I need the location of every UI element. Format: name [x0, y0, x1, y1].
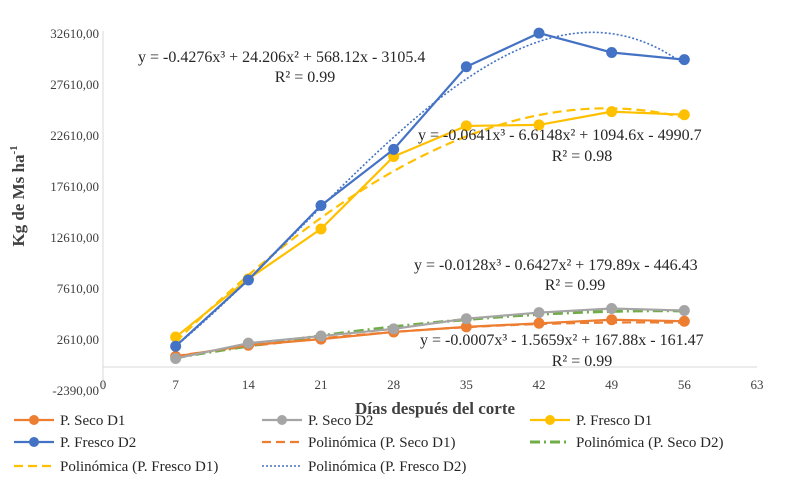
y-tick-label: 32610,00 — [50, 26, 99, 41]
x-tick-label: 35 — [460, 377, 473, 392]
legend-label: Polinómica (P. Fresco D1) — [60, 459, 218, 475]
trend-r-squared: R² = 0.99 — [552, 353, 613, 370]
data-point — [315, 223, 327, 235]
y-tick-label: -2390,00 — [52, 383, 99, 398]
chart-annotations: y = -0.4276x³ + 24.206x² + 568.12x - 310… — [138, 49, 704, 370]
legend-label: P. Seco D1 — [60, 413, 125, 429]
y-tick-label: 17610,00 — [50, 179, 99, 194]
trend-equation: y = -0.4276x³ + 24.206x² + 568.12x - 310… — [138, 49, 425, 66]
legend-marker — [277, 415, 287, 425]
y-tick-label: 7610,00 — [57, 281, 99, 296]
series-line — [175, 318, 685, 358]
data-point — [388, 143, 400, 155]
x-tick-label: 42 — [533, 377, 546, 392]
legend-label: P. Fresco D1 — [576, 413, 652, 429]
data-point — [460, 61, 472, 73]
y-tick-label: 12610,00 — [50, 230, 99, 245]
data-point — [606, 106, 618, 118]
legend-item: P. Fresco D1 — [530, 413, 652, 429]
legend-label: Polinómica (P. Seco D2) — [576, 435, 724, 451]
legend-item: Polinómica (P. Seco D1) — [262, 435, 456, 451]
data-point — [533, 27, 545, 39]
y-axis-title-superscript: -1 — [8, 145, 20, 154]
trend-equation: y = -0.0128x³ - 0.6427x² + 179.89x - 446… — [414, 257, 698, 274]
x-tick-label: 56 — [678, 377, 692, 392]
trend-r-squared: R² = 0.99 — [545, 277, 606, 294]
legend-label: Polinómica (P. Seco D1) — [308, 435, 456, 451]
chart-axes — [102, 31, 757, 390]
x-tick-label: 63 — [751, 377, 764, 392]
legend-item: P. Fresco D2 — [14, 435, 136, 451]
data-point — [460, 120, 472, 132]
data-point — [606, 314, 618, 326]
legend-label: P. Seco D2 — [308, 413, 373, 429]
data-point — [170, 331, 182, 343]
legend-marker — [29, 415, 39, 425]
legend-label: Polinómica (P. Fresco D2) — [308, 459, 466, 475]
data-point — [388, 323, 400, 335]
data-point — [242, 274, 254, 286]
data-point — [678, 54, 690, 66]
y-tick-label: 2610,00 — [57, 332, 99, 347]
trend-r-squared: R² = 0.98 — [552, 148, 613, 165]
data-point — [315, 330, 327, 342]
data-point — [170, 352, 182, 364]
y-tick-label: 22610,00 — [50, 128, 99, 143]
trendline — [174, 107, 685, 343]
trend-equation: y = -0.0007x³ - 1.5659x² + 167.88x - 161… — [420, 332, 704, 349]
series-line — [175, 307, 685, 360]
y-axis-title-main: Kg de Ms ha — [9, 154, 28, 247]
chart-series — [170, 27, 690, 364]
data-point — [460, 313, 472, 325]
data-point — [606, 46, 618, 58]
chart-tick-labels: -2390,00 2610,00 7610,00 12610,00 17610,00 22… — [50, 26, 763, 398]
trendline — [175, 31, 685, 347]
data-point — [242, 337, 254, 349]
x-axis-title: Días después del corte — [355, 399, 516, 418]
data-point — [315, 199, 327, 211]
legend-item: Polinómica (P. Seco D2) — [530, 435, 724, 451]
legend-item: Polinómica (P. Fresco D2) — [262, 459, 466, 475]
x-tick-label: 14 — [242, 377, 256, 392]
series-line — [174, 110, 685, 338]
data-point — [678, 109, 690, 121]
legend-label: P. Fresco D2 — [60, 435, 136, 451]
x-tick-label: 49 — [605, 377, 618, 392]
trend-equation: y = -0.0641x³ - 6.6148x² + 1094.6x - 499… — [418, 127, 702, 144]
series-line — [174, 31, 685, 348]
data-point — [533, 307, 545, 319]
legend-item: Polinómica (P. Fresco D1) — [14, 459, 218, 475]
legend-item: P. Seco D1 — [14, 413, 125, 429]
x-tick-label: 21 — [315, 377, 328, 392]
data-point — [170, 340, 182, 352]
y-tick-label: 27610,00 — [50, 77, 99, 92]
legend-marker — [29, 437, 39, 447]
x-tick-label: 7 — [172, 377, 179, 392]
x-tick-label: 28 — [387, 377, 400, 392]
legend-item: P. Seco D2 — [262, 413, 373, 429]
x-tick-label: 0 — [100, 377, 107, 392]
data-point — [533, 317, 545, 329]
data-point — [678, 315, 690, 327]
y-axis-title: Kg de Ms ha-1 — [8, 145, 28, 246]
legend-marker — [545, 415, 555, 425]
trend-r-squared: R² = 0.99 — [275, 69, 336, 86]
data-point — [606, 303, 618, 315]
data-point — [533, 119, 545, 131]
data-point — [678, 305, 690, 317]
chart-legend: P. Seco D1 P. Seco D2 P. Fresco D1 P. Fresc… — [14, 413, 724, 475]
